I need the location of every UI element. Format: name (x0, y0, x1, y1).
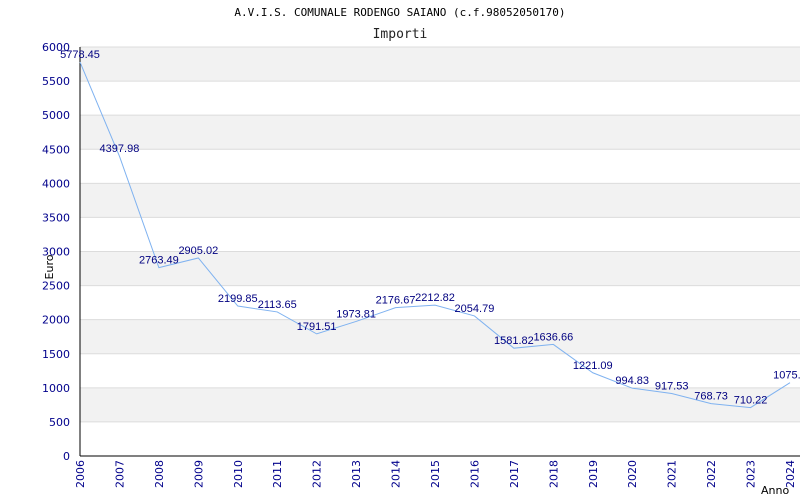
x-tick-label: 2019 (587, 460, 600, 488)
axes (79, 47, 800, 457)
series-line (79, 61, 791, 409)
data-label: 1973.81 (336, 308, 376, 320)
y-tick-label: 2500 (42, 280, 70, 293)
data-label: 2212.82 (415, 292, 455, 304)
x-tick-label: 2014 (390, 460, 403, 488)
x-tick-label: 2007 (113, 460, 126, 488)
band (80, 115, 800, 150)
data-label: 1791.51 (297, 321, 337, 333)
data-label: 710.22 (734, 395, 768, 407)
x-tick-label: 2023 (745, 460, 758, 488)
x-tick-label: 2022 (705, 460, 718, 488)
band (80, 319, 800, 354)
band (80, 387, 800, 422)
x-tick-label: 2018 (547, 460, 560, 488)
x-tick-label: 2020 (626, 460, 639, 488)
data-label: 2763.49 (139, 255, 179, 267)
y-axis-label: Euro (43, 254, 56, 279)
x-tick-label: 2012 (311, 460, 324, 488)
data-label: 1221.09 (573, 360, 613, 372)
data-label: 5778.45 (60, 49, 100, 61)
data-label: 2054.79 (455, 303, 495, 315)
x-tick-label: 2009 (192, 460, 205, 488)
data-label: 1636.66 (533, 331, 573, 343)
x-tick-label: 2016 (468, 460, 481, 488)
data-label: 1075.2 (773, 370, 800, 382)
chart-subtitle: Importi (373, 27, 428, 42)
y-tick-label: 4000 (42, 177, 70, 190)
x-tick-label: 2010 (232, 460, 245, 488)
x-tick-label: 2013 (350, 460, 363, 488)
data-label: 994.83 (615, 375, 649, 387)
chart-title: A.V.I.S. COMUNALE RODENGO SAIANO (c.f.98… (234, 6, 565, 19)
data-label: 2199.85 (218, 293, 258, 305)
y-tick-label: 1000 (42, 382, 70, 395)
data-label: 2113.65 (258, 299, 297, 311)
y-tick-label: 5000 (42, 109, 70, 122)
x-tick-label: 2006 (74, 460, 87, 488)
x-tick-label: 2021 (666, 460, 679, 488)
x-tick-labels: 2006 2007 2008 2009 2010 2011 2012 2013 2014 2015… (74, 460, 797, 488)
y-tick-label: 1500 (42, 348, 70, 361)
data-label: 4397.98 (100, 143, 140, 155)
y-tick-label: 3000 (42, 246, 70, 259)
band (80, 183, 800, 218)
y-tick-label: 2000 (42, 314, 70, 327)
y-tick-label: 500 (49, 416, 70, 429)
x-tick-label: 2008 (153, 460, 166, 488)
data-label: 768.73 (694, 391, 728, 403)
gridlines (80, 46, 800, 457)
x-tick-label: 2011 (271, 460, 284, 488)
x-axis-label: Anno (761, 484, 789, 497)
y-tick-label: 3500 (42, 211, 70, 224)
x-tick-label: 2024 (784, 460, 797, 488)
band (80, 47, 800, 82)
y-tick-labels: 0 500 1000 1500 2000 2500 3000 3500 4000 4500 5000… (42, 41, 70, 463)
y-tick-label: 4500 (42, 143, 70, 156)
data-label: 2905.02 (178, 245, 218, 257)
data-label: 917.53 (655, 380, 689, 392)
x-tick-label: 2015 (429, 460, 442, 488)
data-label: 1581.82 (494, 335, 534, 347)
data-label: 2176.67 (376, 295, 416, 307)
x-tick-label: 2017 (508, 460, 521, 488)
band (80, 251, 800, 286)
y-tick-label: 6000 (42, 41, 70, 54)
background-bands (80, 47, 800, 422)
y-tick-label: 0 (63, 450, 70, 463)
y-tick-label: 5500 (42, 75, 70, 88)
